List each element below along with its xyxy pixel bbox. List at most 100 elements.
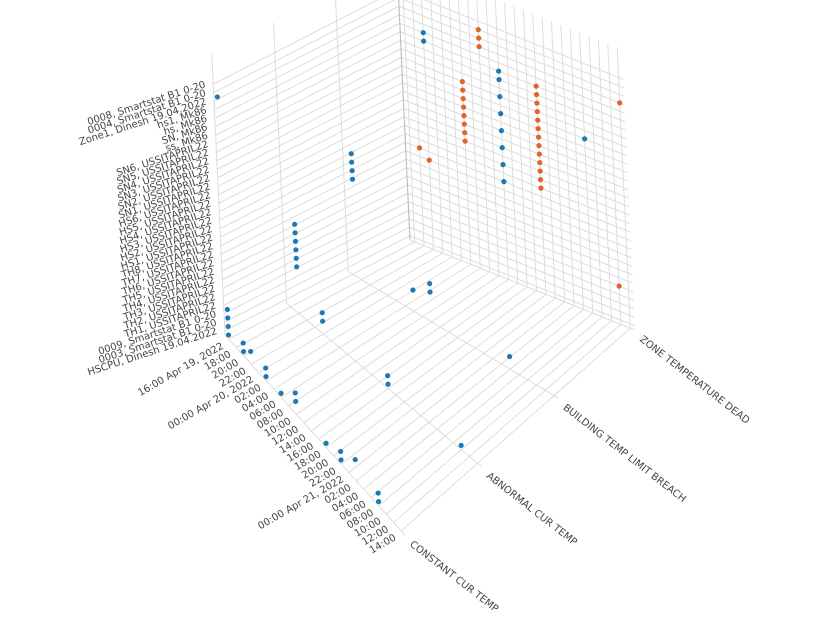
grid-line bbox=[288, 271, 490, 407]
grid-line bbox=[406, 175, 633, 267]
grid-line bbox=[399, 14, 625, 106]
data-point bbox=[538, 185, 544, 191]
data-point bbox=[349, 168, 355, 174]
z-tick-label: BUILDING TEMP LIMIT BREACH bbox=[561, 402, 688, 505]
grid-line bbox=[363, 308, 584, 490]
data-point bbox=[292, 230, 298, 236]
data-point bbox=[616, 283, 622, 289]
grid-line bbox=[223, 218, 410, 315]
grid-line bbox=[213, 0, 396, 94]
data-point bbox=[496, 77, 502, 83]
grid-line bbox=[400, 48, 627, 140]
grid-line bbox=[348, 271, 559, 399]
data-point bbox=[501, 179, 507, 185]
data-point bbox=[460, 87, 466, 93]
z-tick-label: ABNORMAL CUR TEMP bbox=[484, 471, 579, 548]
data-point bbox=[348, 151, 354, 157]
data-point bbox=[459, 79, 465, 85]
grid-line bbox=[219, 124, 405, 221]
grid-line bbox=[423, 0, 624, 80]
axis-line bbox=[398, 0, 411, 241]
data-point bbox=[533, 83, 539, 89]
grid-line bbox=[220, 150, 407, 247]
data-point bbox=[292, 238, 299, 244]
grid-line bbox=[222, 201, 409, 298]
grid-line bbox=[280, 267, 481, 398]
grid-line bbox=[216, 65, 403, 162]
grid-line bbox=[408, 218, 635, 310]
grid-line bbox=[348, 301, 565, 473]
data-point bbox=[427, 280, 433, 287]
grid-line bbox=[214, 31, 401, 128]
grid-line bbox=[404, 124, 630, 216]
data-point bbox=[536, 143, 542, 149]
grid-line bbox=[405, 150, 631, 242]
grid-line bbox=[401, 56, 627, 148]
grid-line bbox=[228, 241, 415, 340]
data-point bbox=[461, 121, 467, 127]
grid-line bbox=[393, 323, 622, 523]
grid-line bbox=[403, 99, 629, 191]
data-point bbox=[582, 136, 588, 142]
data-point bbox=[499, 145, 505, 151]
data-point bbox=[349, 159, 355, 165]
grid-line bbox=[213, 5, 400, 102]
grid-line bbox=[224, 235, 411, 332]
data-point bbox=[537, 160, 543, 166]
data-point bbox=[426, 157, 432, 163]
data-point bbox=[375, 490, 381, 496]
grid-line bbox=[303, 278, 509, 423]
data-point bbox=[293, 247, 299, 253]
data-point bbox=[292, 221, 298, 227]
grid-line bbox=[333, 293, 547, 457]
data-point bbox=[293, 398, 299, 405]
grid-line bbox=[404, 116, 630, 208]
data-point bbox=[460, 96, 466, 102]
grid-line bbox=[378, 316, 603, 507]
grid-line bbox=[250, 252, 444, 365]
data-point bbox=[410, 287, 416, 293]
grid-line bbox=[219, 133, 406, 230]
data-point bbox=[497, 94, 503, 100]
grid-line bbox=[406, 167, 632, 259]
grid-line bbox=[222, 184, 408, 281]
grid-line bbox=[402, 82, 628, 174]
data-point bbox=[293, 255, 299, 261]
grid-line bbox=[224, 226, 410, 323]
data-point bbox=[617, 100, 623, 106]
data-point bbox=[496, 68, 502, 74]
grid-line bbox=[400, 327, 631, 532]
grid-line bbox=[403, 107, 629, 199]
grid-line bbox=[408, 209, 634, 301]
grid-line bbox=[409, 235, 635, 327]
data-point bbox=[320, 318, 326, 324]
grid-line bbox=[236, 245, 425, 348]
grid-line bbox=[286, 302, 482, 468]
grid-line bbox=[214, 22, 401, 119]
grid-line bbox=[220, 141, 406, 238]
grid-line bbox=[406, 158, 632, 250]
data-point bbox=[421, 38, 427, 44]
grid-line bbox=[218, 116, 405, 213]
grid-line bbox=[273, 263, 472, 390]
data-point bbox=[534, 109, 540, 115]
data-point bbox=[225, 332, 232, 338]
data-point bbox=[536, 151, 542, 157]
grid-line bbox=[221, 175, 408, 272]
data-point bbox=[498, 128, 505, 134]
data-point bbox=[338, 448, 344, 455]
grid-line bbox=[217, 82, 403, 179]
grid-line bbox=[212, 0, 379, 85]
data-point bbox=[420, 30, 426, 36]
grid-line bbox=[295, 275, 500, 415]
grid-line bbox=[215, 48, 402, 145]
data-point bbox=[225, 315, 231, 321]
data-point bbox=[427, 289, 433, 295]
grid-line bbox=[218, 107, 405, 204]
grid-line bbox=[223, 209, 409, 306]
data-point bbox=[278, 390, 284, 396]
data-point bbox=[240, 348, 247, 355]
data-point bbox=[338, 457, 344, 463]
data-point bbox=[292, 390, 298, 396]
